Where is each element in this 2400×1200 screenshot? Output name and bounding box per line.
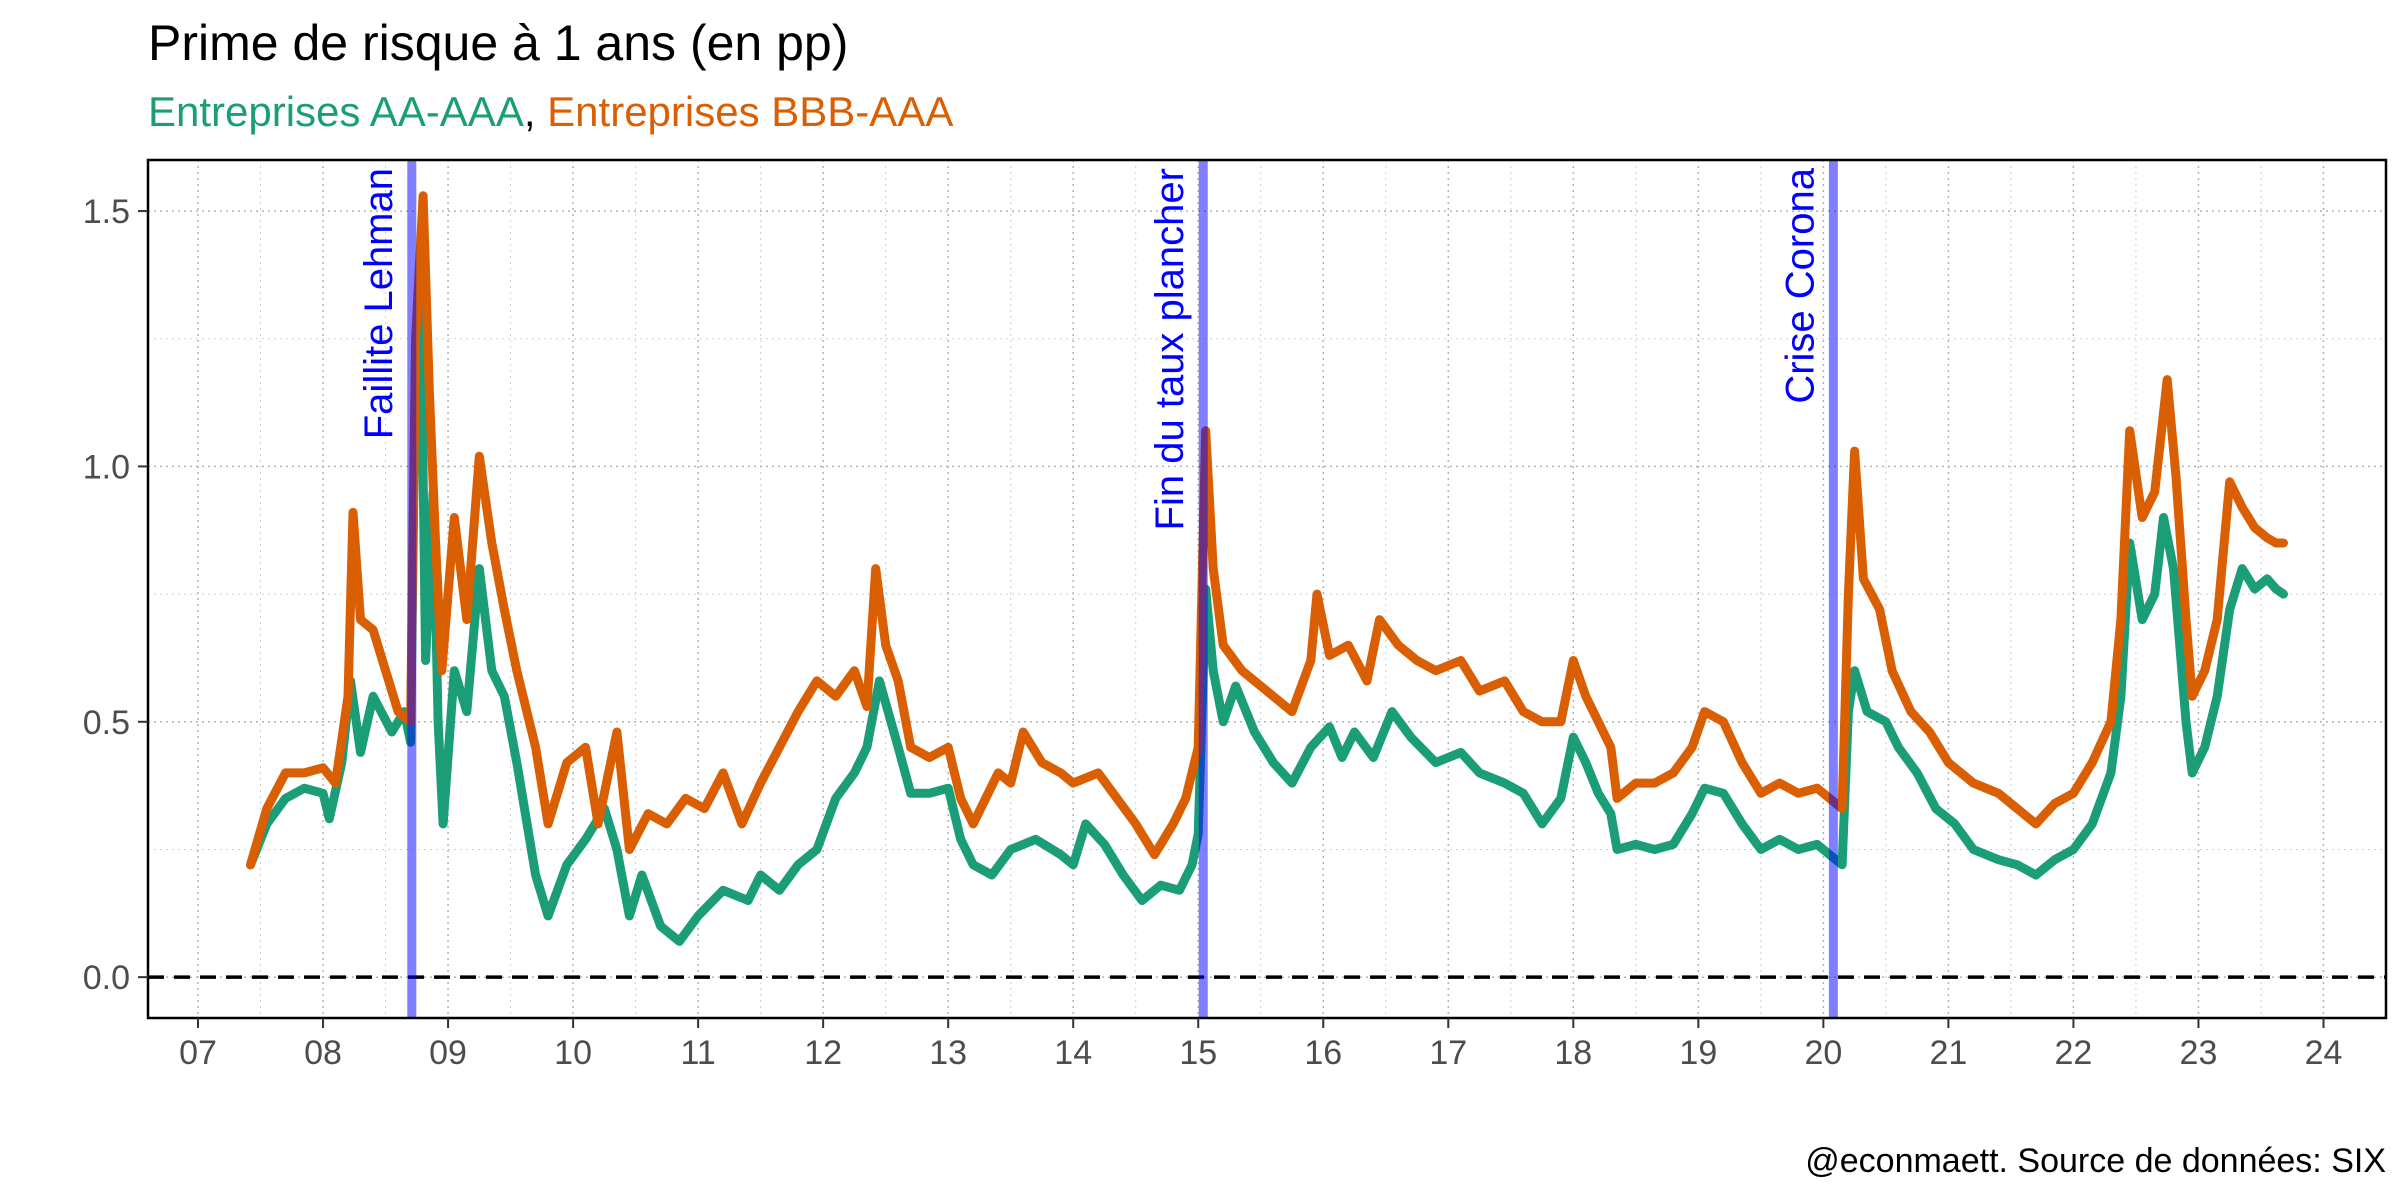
x-tick-label: 14 xyxy=(1054,1034,1092,1072)
event-label-0: Faillite Lehman xyxy=(357,168,401,439)
x-tick-label: 20 xyxy=(1804,1034,1842,1072)
event-markers: Faillite Lehman Fin du taux plancher Crise… xyxy=(357,160,1838,1018)
x-tick-label: 24 xyxy=(2305,1034,2343,1072)
series-line-aa-aaa xyxy=(246,278,2288,946)
series-line-bbb-aaa xyxy=(246,191,2288,870)
x-tick-label: 08 xyxy=(304,1034,342,1072)
x-tick-label: 23 xyxy=(2180,1034,2218,1072)
x-tick-label: 09 xyxy=(429,1034,467,1072)
x-axis: 07 08 09 10 11 12 13 14 15 16 17 18 19 20 21 22 23 24 xyxy=(179,1018,2342,1072)
x-tick-label: 13 xyxy=(929,1034,967,1072)
x-tick-label: 11 xyxy=(680,1034,715,1072)
event-label-1: Fin du taux plancher xyxy=(1148,168,1192,530)
x-tick-label: 12 xyxy=(804,1034,842,1072)
x-tick-label: 21 xyxy=(1929,1034,1967,1072)
subtitle-series-bbb: Entreprises BBB-AAA xyxy=(547,88,954,135)
y-tick-label: 0.0 xyxy=(83,959,130,997)
x-tick-label: 22 xyxy=(2055,1034,2093,1072)
chart-title: Prime de risque à 1 ans (en pp) xyxy=(148,15,849,71)
series-lines xyxy=(246,191,2288,946)
x-tick-label: 10 xyxy=(554,1034,592,1072)
x-tick-label: 19 xyxy=(1679,1034,1717,1072)
x-tick-label: 07 xyxy=(179,1034,217,1072)
subtitle-series-aa: Entreprises AA-AAA xyxy=(148,88,524,135)
x-tick-label: 15 xyxy=(1179,1034,1217,1072)
y-tick-label: 1.0 xyxy=(83,448,130,486)
y-tick-label: 1.5 xyxy=(83,193,130,231)
x-tick-label: 17 xyxy=(1429,1034,1467,1072)
y-tick-label: 0.5 xyxy=(83,704,130,742)
plot-frame xyxy=(146,158,2388,1020)
chart-subtitle: Entreprises AA-AAA, Entreprises BBB-AAA xyxy=(148,84,953,140)
x-tick-label: 18 xyxy=(1554,1034,1592,1072)
event-label-2: Crise Corona xyxy=(1778,167,1822,403)
subtitle-separator: , xyxy=(523,88,548,135)
y-axis: 0.0 0.5 1.0 1.5 xyxy=(83,193,148,997)
x-tick-label: 16 xyxy=(1304,1034,1342,1072)
chart-caption: @econmaett. Source de données: SIX xyxy=(1805,1142,2386,1180)
